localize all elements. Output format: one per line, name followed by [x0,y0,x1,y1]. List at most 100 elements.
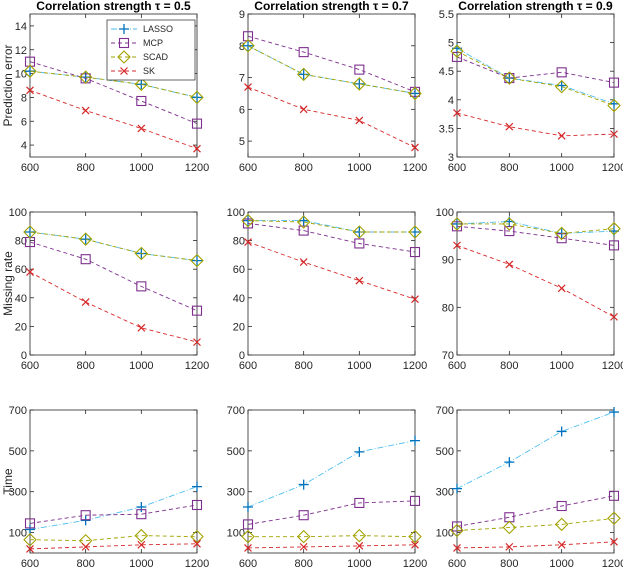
mcp-point [191,118,203,129]
scad-point [607,511,621,526]
x-tick-label: 1000 [549,162,573,174]
mcp-point [298,510,309,521]
sk-line [247,86,416,148]
y-tick-label: 12 [15,45,27,57]
scad-point [502,217,517,231]
scad-point [134,528,149,543]
mcp-line [247,35,416,93]
y-tick-label: 300 [227,487,245,499]
series-sk [453,241,618,321]
mcp-point [608,240,620,251]
y-tick-label: 500 [227,446,245,458]
y-tick-label: 100 [436,528,454,540]
sk-point [137,124,146,133]
sk-line [29,271,198,343]
scad-line [456,50,615,106]
x-tick-label: 1200 [185,360,209,372]
y-tick-label: 20 [233,321,245,333]
sk-point [505,542,514,551]
x-tick-label: 600 [21,558,39,567]
sk-point [244,238,252,246]
mcp-point [80,254,91,265]
y-tick-label: 90 [442,255,454,267]
sk-point [299,258,308,266]
sk-point [137,540,146,549]
y-tick-label: 100 [436,207,454,219]
scad-point [607,221,621,236]
mcp-point [136,281,147,292]
sk-line [29,89,198,150]
legend-mcp-marker [118,37,130,49]
legend-box [106,19,196,81]
lasso-point [452,483,462,494]
panel-3-1: 600 800 1000 1200 100 300 500 700 Time [1,405,209,567]
scad-point [352,225,367,239]
y-tick-label: 700 [436,405,454,417]
scad-point [134,246,149,261]
x-tick-label: 1000 [347,360,371,372]
axes-box [247,409,416,554]
series-scad [241,213,422,239]
scad-point [408,86,422,101]
sk-point [557,540,566,549]
legend-mcp-label: MCP [143,38,163,48]
series-mcp [451,490,620,532]
x-tick-label: 800 [500,360,518,372]
mcp-point [24,518,36,529]
lasso-point [192,481,202,492]
legend: LASSO MCP SCAD SK [106,19,196,81]
mcp-point [136,95,147,107]
y-tick-label: 3 [448,152,454,164]
x-tick-label: 1200 [185,162,209,174]
mcp-point [354,238,365,249]
x-tick-label: 600 [448,558,466,567]
scad-point [450,217,464,231]
axes-box [247,211,416,356]
y-tick-label: 20 [15,321,27,333]
sk-point [505,122,514,131]
series-sk [26,539,201,553]
sk-point [81,298,90,307]
scad-point [134,77,149,92]
panel-title: Correlation strength τ = 0.9 [458,0,613,13]
mcp-point [80,510,91,521]
series-scad [241,528,422,544]
x-tick-label: 800 [500,162,518,174]
sk-line [456,112,615,137]
x-tick-label: 1200 [403,558,427,567]
scad-point [78,232,93,246]
lasso-point [243,40,253,51]
mcp-point [409,246,421,258]
scad-point [23,225,37,239]
panel-1-2: 600 800 1000 1200 5 6 7 8 9 Correlation strength … [239,0,427,174]
x-tick-label: 800 [76,558,94,567]
lasso-point [504,457,515,468]
scad-point [408,529,422,544]
series-scad [450,511,621,538]
scad-point [23,532,37,547]
sk-line [456,541,615,549]
mcp-point [608,490,620,501]
mcp-point [242,519,254,530]
scad-point [450,44,464,58]
x-tick-label: 1200 [602,162,623,174]
sk-point [81,542,90,551]
lasso-point [298,69,309,80]
y-tick-label: 100 [9,207,27,219]
axes-box [29,211,198,356]
x-tick-label: 600 [239,162,257,174]
x-tick-label: 1000 [129,360,153,372]
y-tick-label: 700 [227,405,245,417]
mcp-line [247,222,416,253]
lasso-point [192,92,202,103]
legend-sk-label: SK [143,66,155,76]
y-tick-label: 14 [15,21,27,33]
lasso-point [556,80,567,91]
y-tick-label: 700 [9,405,27,417]
series-sk [244,238,419,304]
y-tick-label: 4.5 [439,66,454,78]
scad-point [607,98,621,113]
x-tick-label: 800 [294,162,312,174]
axes-box [456,409,615,554]
